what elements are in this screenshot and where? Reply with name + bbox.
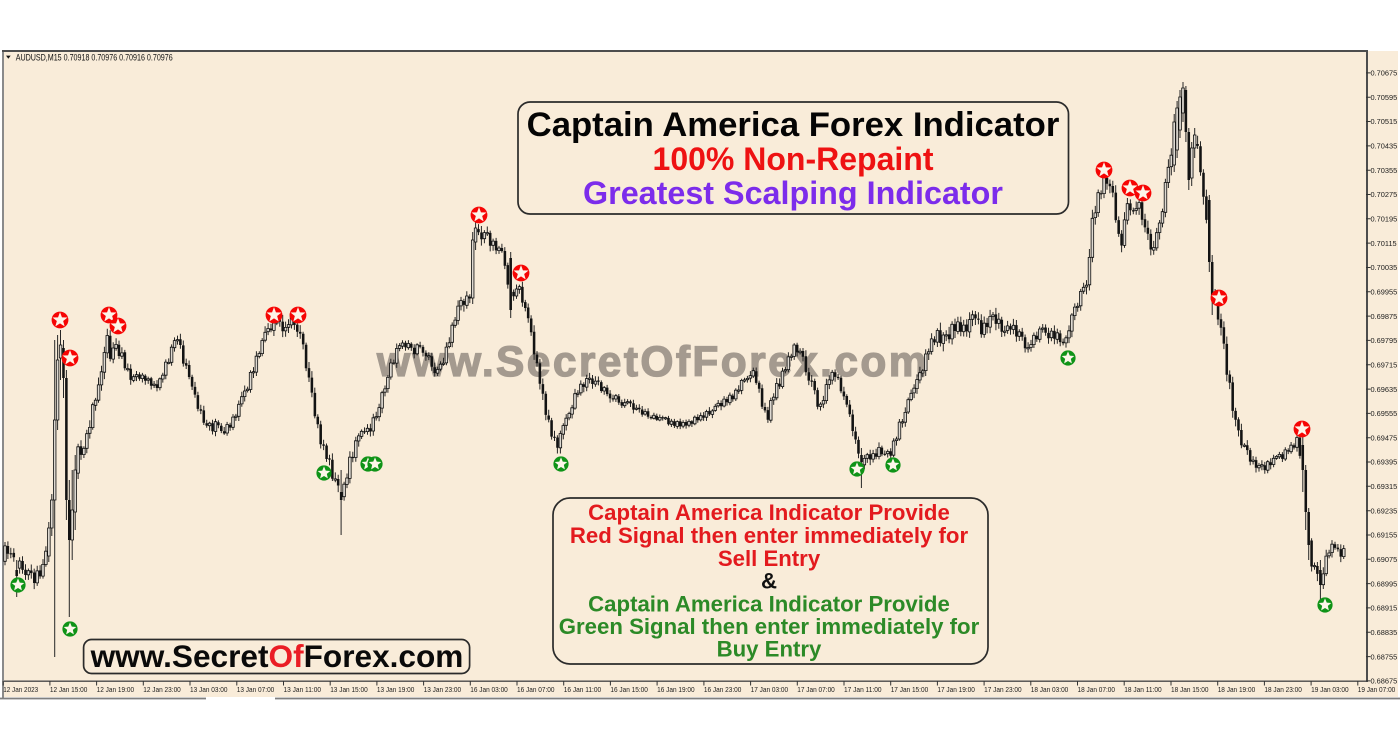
svg-text:18 Jan 15:00: 18 Jan 15:00: [1171, 685, 1209, 694]
svg-text:0.69395: 0.69395: [1371, 458, 1398, 467]
svg-text:12 Jan 2023: 12 Jan 2023: [3, 685, 38, 694]
svg-text:Captain America Forex Indicato: Captain America Forex Indicator: [527, 106, 1060, 144]
svg-text:0.70115: 0.70115: [1371, 239, 1397, 248]
svg-text:18 Jan 23:00: 18 Jan 23:00: [1264, 685, 1302, 694]
svg-text:16 Jan 11:00: 16 Jan 11:00: [564, 685, 602, 694]
svg-text:16 Jan 23:00: 16 Jan 23:00: [704, 685, 742, 694]
svg-text:Buy Entry: Buy Entry: [717, 637, 822, 662]
svg-text:Red Signal then enter immediat: Red Signal then enter immediately for: [570, 523, 969, 548]
svg-text:www.SecretOfForex.com: www.SecretOfForex.com: [376, 339, 929, 386]
svg-text:13 Jan 07:00: 13 Jan 07:00: [237, 685, 274, 694]
svg-text:18 Jan 19:00: 18 Jan 19:00: [1218, 685, 1256, 694]
svg-text:19 Jan 03:00: 19 Jan 03:00: [1311, 685, 1349, 694]
svg-text:0.69475: 0.69475: [1371, 433, 1398, 442]
svg-text:0.70355: 0.70355: [1371, 166, 1398, 175]
svg-text:0.69795: 0.69795: [1371, 336, 1398, 345]
svg-text:16 Jan 03:00: 16 Jan 03:00: [470, 685, 508, 694]
svg-text:0.68915: 0.68915: [1371, 604, 1398, 613]
svg-text:0.70435: 0.70435: [1371, 142, 1398, 151]
svg-text:0.68755: 0.68755: [1371, 652, 1398, 661]
svg-text:16 Jan 07:00: 16 Jan 07:00: [517, 685, 555, 694]
svg-text:0.70515: 0.70515: [1371, 117, 1398, 126]
svg-text:17 Jan 23:00: 17 Jan 23:00: [984, 685, 1022, 694]
svg-text:0.70195: 0.70195: [1371, 215, 1398, 224]
svg-text:13 Jan 15:00: 13 Jan 15:00: [330, 685, 368, 694]
svg-text:17 Jan 03:00: 17 Jan 03:00: [751, 685, 789, 694]
svg-text:0.69955: 0.69955: [1371, 288, 1398, 297]
svg-text:18 Jan 11:00: 18 Jan 11:00: [1124, 685, 1162, 694]
svg-text:19 Jan 07:00: 19 Jan 07:00: [1358, 685, 1396, 694]
svg-text:&: &: [761, 569, 777, 594]
svg-text:17 Jan 11:00: 17 Jan 11:00: [844, 685, 882, 694]
svg-text:0.70675: 0.70675: [1371, 69, 1398, 78]
svg-text:17 Jan 07:00: 17 Jan 07:00: [797, 685, 835, 694]
svg-text:0.68995: 0.68995: [1371, 579, 1398, 588]
svg-text:Greatest Scalping Indicator: Greatest Scalping Indicator: [583, 175, 1003, 211]
svg-text:16 Jan 15:00: 16 Jan 15:00: [610, 685, 648, 694]
svg-text:0.70595: 0.70595: [1371, 93, 1398, 102]
svg-text:12 Jan 19:00: 12 Jan 19:00: [97, 685, 135, 694]
svg-text:16 Jan 19:00: 16 Jan 19:00: [657, 685, 695, 694]
svg-text:0.69715: 0.69715: [1371, 360, 1398, 369]
svg-text:0.68835: 0.68835: [1371, 628, 1398, 637]
svg-text:Captain America Indicator Prov: Captain America Indicator Provide: [588, 500, 950, 525]
svg-text:13 Jan 11:00: 13 Jan 11:00: [284, 685, 322, 694]
svg-text:13 Jan 23:00: 13 Jan 23:00: [424, 685, 462, 694]
svg-text:0.69635: 0.69635: [1371, 385, 1398, 394]
svg-text:AUDUSD,M15 0.70918 0.70976 0.: AUDUSD,M15 0.70918 0.70976 0.70916 0.709…: [16, 53, 173, 63]
svg-text:0.69875: 0.69875: [1371, 312, 1398, 321]
svg-text:12 Jan 15:00: 12 Jan 15:00: [50, 685, 88, 694]
svg-text:13 Jan 19:00: 13 Jan 19:00: [377, 685, 415, 694]
svg-text:0.70035: 0.70035: [1371, 263, 1398, 272]
svg-text:13 Jan 03:00: 13 Jan 03:00: [190, 685, 228, 694]
svg-text:Sell Entry: Sell Entry: [718, 546, 821, 571]
svg-text:0.68675: 0.68675: [1371, 677, 1398, 686]
svg-text:18 Jan 07:00: 18 Jan 07:00: [1078, 685, 1116, 694]
svg-text:18 Jan 03:00: 18 Jan 03:00: [1031, 685, 1069, 694]
svg-text:0.69155: 0.69155: [1371, 531, 1398, 540]
svg-text:17 Jan 19:00: 17 Jan 19:00: [937, 685, 975, 694]
svg-text:Captain America Indicator Prov: Captain America Indicator Provide: [588, 592, 950, 617]
svg-text:0.69235: 0.69235: [1371, 506, 1398, 515]
svg-text:17 Jan 15:00: 17 Jan 15:00: [891, 685, 929, 694]
svg-text:100% Non-Repaint: 100% Non-Repaint: [653, 141, 934, 177]
svg-text:www.SecretOfForex.com: www.SecretOfForex.com: [90, 638, 464, 674]
svg-text:0.69075: 0.69075: [1371, 555, 1398, 564]
svg-text:0.69315: 0.69315: [1371, 482, 1398, 491]
svg-text:0.69555: 0.69555: [1371, 409, 1398, 418]
svg-text:0.70275: 0.70275: [1371, 190, 1398, 199]
svg-text:Green Signal then enter immedi: Green Signal then enter immediately for: [559, 614, 980, 639]
svg-text:12 Jan 23:00: 12 Jan 23:00: [143, 685, 181, 694]
